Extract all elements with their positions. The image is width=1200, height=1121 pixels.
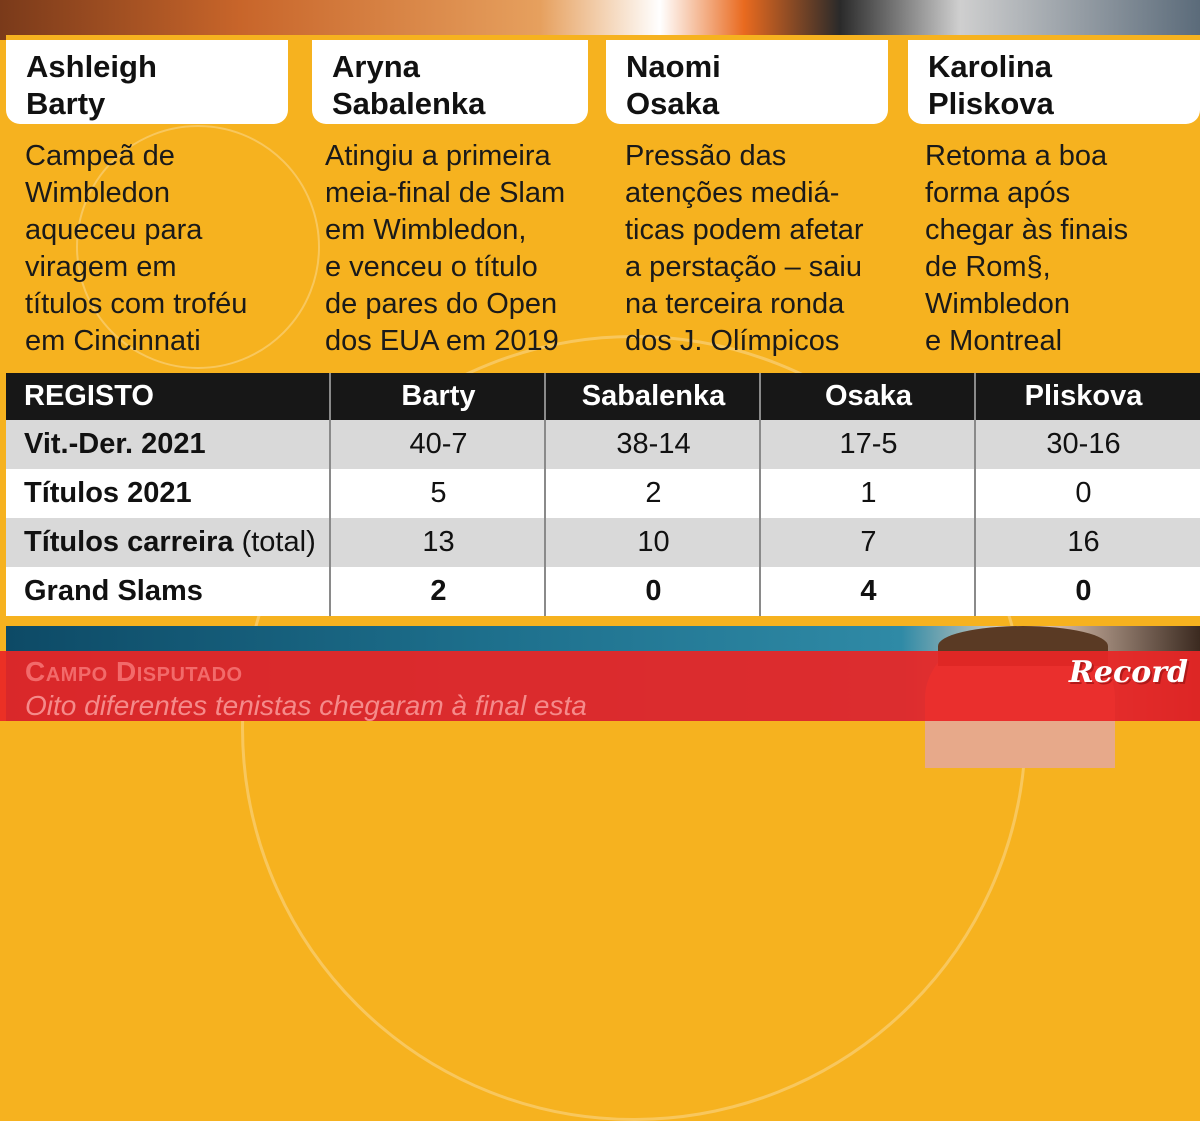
- table-row: Títulos 2021 5 2 1 0: [6, 469, 1200, 518]
- description-line: chegar às finais: [925, 214, 1129, 246]
- description-line: em Wimbledon,: [325, 214, 527, 246]
- description-line: Retoma a boa: [925, 140, 1108, 172]
- player-last-name: Sabalenka: [332, 86, 486, 121]
- stats-table: REGISTO Barty Sabalenka Osaka Pliskova V…: [6, 373, 1200, 616]
- column-divider: [329, 373, 331, 616]
- table-cell: 10: [637, 526, 670, 558]
- description-line: Wimbledon: [925, 288, 1071, 320]
- player-description-sabalenka: Atingiu a primeira meia-final de Slam em…: [325, 138, 605, 360]
- table-cell: 17-5: [839, 428, 898, 460]
- row-label: Vit.-Der. 2021: [6, 420, 346, 469]
- description-line: meia-final de Slam: [325, 177, 566, 209]
- description-line: e venceu o título: [325, 251, 538, 283]
- section-subtitle: Oito diferentes tenistas chegaram à fina…: [25, 690, 587, 721]
- header-registo: REGISTO: [24, 380, 154, 412]
- player-last-name: Osaka: [626, 86, 720, 121]
- row-label-text: Vit.-Der. 2021: [24, 428, 206, 460]
- player-first-name: Karolina: [928, 49, 1053, 84]
- row-label: Títulos 2021: [6, 469, 346, 518]
- column-divider: [974, 373, 976, 616]
- description-line: a perstação – saiu: [625, 251, 862, 283]
- table-cell: 13: [422, 526, 455, 558]
- player-name-card-pliskova: Karolina Pliskova: [908, 40, 1200, 124]
- description-line: em Cincinnati: [25, 325, 201, 357]
- table-row: Títulos carreira (total) 13 10 7 16: [6, 518, 1200, 567]
- description-line: ticas podem afetar: [625, 214, 864, 246]
- top-photo-strip: [0, 0, 1200, 40]
- row-label-text: Títulos carreira: [24, 526, 234, 558]
- table-cell: 4: [860, 575, 877, 607]
- table-cell: 0: [1075, 575, 1092, 607]
- player-description-osaka: Pressão das atenções mediá- ticas podem …: [625, 138, 910, 360]
- table-cell: 0: [1075, 477, 1092, 509]
- court-line-decoration: [76, 125, 320, 369]
- description-line: Wimbledon: [25, 177, 171, 209]
- table-cell: 2: [430, 575, 447, 607]
- table-cell: 38-14: [616, 428, 691, 460]
- row-label-text: Grand Slams: [24, 575, 203, 607]
- player-first-name: Aryna: [332, 49, 420, 84]
- header-pliskova: Pliskova: [1024, 380, 1143, 412]
- record-logo: Record: [1068, 655, 1188, 690]
- description-line: atenções mediá-: [625, 177, 840, 209]
- description-line: Pressão das: [625, 140, 787, 172]
- red-banner: [0, 651, 1200, 721]
- row-label-note: (total): [241, 526, 316, 558]
- description-line: viragem em: [25, 251, 177, 283]
- section-heading: Campo Disputado: [25, 656, 243, 687]
- description-line: e Montreal: [925, 325, 1063, 357]
- header-barty: Barty: [401, 380, 476, 412]
- player-first-name: Naomi: [626, 49, 721, 84]
- player-name-card-sabalenka: Aryna Sabalenka: [312, 40, 588, 124]
- table-row: Vit.-Der. 2021 40-7 38-14 17-5 30-16: [6, 420, 1200, 469]
- table-cell: 0: [645, 575, 662, 607]
- table-cell: 2: [645, 477, 662, 509]
- header-osaka: Osaka: [824, 380, 913, 412]
- player-description-pliskova: Retoma a boa forma após chegar às finais…: [925, 138, 1195, 360]
- description-line: forma após: [925, 177, 1071, 209]
- table-cell: 30-16: [1046, 428, 1121, 460]
- description-line: aqueceu para: [25, 214, 203, 246]
- player-first-name: Ashleigh: [26, 49, 157, 84]
- description-line: de Rom§,: [925, 251, 1051, 283]
- description-line: dos J. Olímpicos: [625, 325, 840, 357]
- description-line: na terceira ronda: [625, 288, 845, 320]
- description-line: Campeã de: [25, 140, 175, 172]
- table-cell: 5: [430, 477, 447, 509]
- table-cell: 7: [860, 526, 877, 558]
- description-line: títulos com troféu: [25, 288, 248, 320]
- description-line: dos EUA em 2019: [325, 325, 559, 357]
- player-description-barty: Campeã de Wimbledon aqueceu para viragem…: [25, 138, 305, 360]
- column-divider: [544, 373, 546, 616]
- table-header: REGISTO Barty Sabalenka Osaka Pliskova: [6, 373, 1200, 420]
- row-label: Títulos carreira (total): [6, 518, 366, 567]
- player-last-name: Barty: [26, 86, 106, 121]
- table-row: Grand Slams 2 0 4 0: [6, 567, 1200, 616]
- column-divider: [759, 373, 761, 616]
- player-name-card-barty: Ashleigh Barty: [6, 40, 288, 124]
- player-name-card-osaka: Naomi Osaka: [606, 40, 888, 124]
- table-cell: 16: [1067, 526, 1100, 558]
- description-line: de pares do Open: [325, 288, 558, 320]
- row-label-text: Títulos 2021: [24, 477, 192, 509]
- description-line: Atingiu a primeira: [325, 140, 551, 172]
- player-last-name: Pliskova: [928, 86, 1054, 121]
- row-label: Grand Slams: [6, 567, 346, 616]
- table-cell: 40-7: [409, 428, 468, 460]
- table-cell: 1: [860, 477, 877, 509]
- header-sabalenka: Sabalenka: [581, 380, 726, 412]
